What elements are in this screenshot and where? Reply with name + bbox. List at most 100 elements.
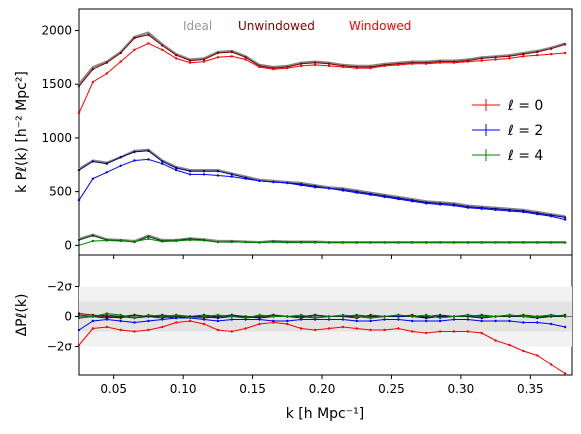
- bottom-y-tick-label-1: 0: [64, 310, 72, 324]
- label-windowed: Windowed: [349, 19, 411, 33]
- bottom-point-ell0-windowed-26: [438, 330, 442, 333]
- bottom-point-ell2-windowed-2: [105, 318, 109, 321]
- bottom-point-ell4-windowed-18: [327, 315, 331, 318]
- top-point-ell2-windowed-22: [383, 195, 386, 199]
- bottom-point-ell0-windowed-5: [147, 328, 150, 332]
- top-point-ell2-windowed-27: [452, 204, 456, 207]
- top-point-ell0-windowed-9: [202, 60, 206, 63]
- bottom-point-ell2-windowed-1: [91, 319, 95, 323]
- bottom-point-ell2-windowed-3: [119, 319, 122, 323]
- bottom-point-ell0-windowed-27: [452, 330, 456, 333]
- bottom-point-ell4-windowed-6: [161, 315, 164, 318]
- top-point-ell0-unwindowed-7: [175, 54, 178, 57]
- bottom-point-ell2-windowed-11: [230, 318, 233, 321]
- bottom-point-ell2-windowed-28: [466, 318, 469, 321]
- top-point-ell4-windowed-35: [563, 241, 567, 244]
- top-point-ell0-windowed-23: [397, 63, 400, 67]
- top-point-ell2-windowed-10: [216, 174, 220, 177]
- bottom-point-ell2-windowed-14: [272, 319, 275, 323]
- top-point-ell0-unwindowed-18: [327, 62, 331, 65]
- top-point-ell4-windowed-34: [550, 241, 553, 244]
- bottom-point-ell2-windowed-16: [300, 318, 303, 321]
- top-point-ell0-unwindowed-3: [119, 51, 122, 55]
- bottom-point-ell2-windowed-22: [383, 318, 386, 321]
- top-line-ell2-windowed: [78, 158, 566, 221]
- top-line-ell0-windowed: [78, 42, 566, 114]
- bottom-point-ell2-windowed-9: [202, 318, 206, 321]
- top-y-tick-label-0: 0: [64, 238, 72, 252]
- top-line-ell2-unwindowed: [78, 150, 566, 218]
- top-point-ell4-windowed-15: [286, 241, 289, 244]
- bottom-point-ell4-windowed-19: [341, 313, 345, 317]
- bottom-point-ell2-windowed-10: [216, 319, 220, 323]
- bottom-point-ell0-windowed-32: [522, 349, 525, 353]
- bottom-point-ell4-windowed-27: [452, 315, 456, 318]
- top-point-ell2-unwindowed-6: [161, 160, 164, 163]
- bottom-point-ell0-windowed-22: [383, 328, 386, 332]
- top-point-ell0-windowed-27: [452, 61, 456, 64]
- top-point-ell0-windowed-12: [244, 58, 247, 61]
- bottom-point-ell0-windowed-9: [202, 322, 206, 326]
- x-tick-label-6: 0.35: [517, 382, 544, 396]
- top-point-ell0-unwindowed-34: [550, 47, 553, 50]
- top-point-ell0-unwindowed-29: [480, 57, 483, 60]
- bottom-point-ell4-unwindowed-4: [133, 313, 136, 317]
- bottom-point-ell4-windowed-15: [286, 315, 289, 318]
- bottom-point-ell0-windowed-23: [397, 327, 400, 330]
- top-point-ell4-unwindowed-0: [77, 238, 81, 242]
- bottom-point-ell0-windowed-19: [341, 325, 345, 329]
- top-point-ell0-windowed-25: [425, 62, 428, 65]
- bottom-point-ell0-windowed-34: [550, 363, 553, 366]
- top-point-ell4-windowed-10: [216, 240, 220, 244]
- legend-label-ell0: ℓ = 0: [507, 98, 543, 114]
- top-point-ell2-unwindowed-2: [105, 162, 109, 165]
- top-point-ell0-unwindowed-30: [494, 56, 497, 59]
- top-point-ell4-windowed-8: [188, 238, 192, 242]
- top-point-ell0-windowed-3: [119, 60, 122, 63]
- bottom-point-ell2-windowed-33: [536, 321, 539, 324]
- bottom-point-ell4-windowed-22: [383, 315, 386, 318]
- top-point-ell0-unwindowed-32: [522, 52, 525, 56]
- top-line-ell2-ideal: [78, 148, 566, 218]
- bottom-point-ell4-windowed-16: [300, 313, 303, 317]
- x-tick-label-0: 0.05: [100, 382, 127, 396]
- top-point-ell0-windowed-8: [188, 61, 192, 64]
- top-point-ell2-windowed-7: [175, 168, 178, 172]
- bottom-point-ell4-windowed-28: [466, 313, 469, 317]
- top-point-ell2-windowed-12: [244, 177, 247, 180]
- top-point-ell0-unwindowed-16: [300, 62, 303, 65]
- bottom-point-ell4-windowed-10: [216, 313, 220, 317]
- top-point-ell2-windowed-18: [327, 187, 331, 190]
- top-point-ell0-unwindowed-11: [230, 50, 233, 54]
- top-point-ell0-windowed-31: [508, 57, 511, 60]
- bottom-point-ell4-windowed-11: [230, 315, 233, 318]
- top-point-ell0-unwindowed-4: [133, 36, 136, 40]
- bottom-line-ell2-windowed: [78, 317, 566, 331]
- bottom-point-ell4-windowed-0: [77, 316, 81, 320]
- bottom-point-ell2-windowed-27: [452, 318, 456, 321]
- top-point-ell2-windowed-9: [202, 173, 206, 176]
- bottom-point-ell4-unwindowed-0: [77, 313, 81, 317]
- top-point-ell2-windowed-29: [480, 207, 483, 210]
- top-point-ell2-windowed-33: [536, 213, 539, 216]
- top-point-ell0-unwindowed-17: [313, 61, 317, 64]
- top-point-ell0-windowed-19: [341, 65, 345, 69]
- bottom-point-ell2-windowed-4: [133, 321, 136, 324]
- top-point-ell2-windowed-13: [258, 179, 261, 183]
- top-point-ell2-windowed-15: [286, 181, 289, 185]
- top-point-ell0-windowed-6: [161, 48, 164, 51]
- top-point-ell4-windowed-2: [105, 239, 109, 242]
- top-point-ell2-windowed-20: [355, 191, 358, 194]
- top-point-ell2-unwindowed-4: [133, 150, 136, 154]
- x-tick-label-3: 0.20: [309, 382, 336, 396]
- bottom-point-ell4-windowed-24: [411, 315, 414, 318]
- top-point-ell4-windowed-14: [272, 240, 275, 244]
- bottom-point-ell0-windowed-0: [77, 343, 81, 347]
- bottom-point-ell2-windowed-0: [77, 328, 81, 332]
- bottom-point-ell0-windowed-11: [230, 330, 233, 333]
- top-line-ell4-ideal: [78, 233, 566, 244]
- bottom-point-ell2-windowed-13: [258, 318, 261, 321]
- bottom-point-ell4-windowed-23: [397, 313, 400, 317]
- bottom-point-ell2-windowed-29: [480, 319, 483, 323]
- top-point-ell4-windowed-7: [175, 239, 178, 243]
